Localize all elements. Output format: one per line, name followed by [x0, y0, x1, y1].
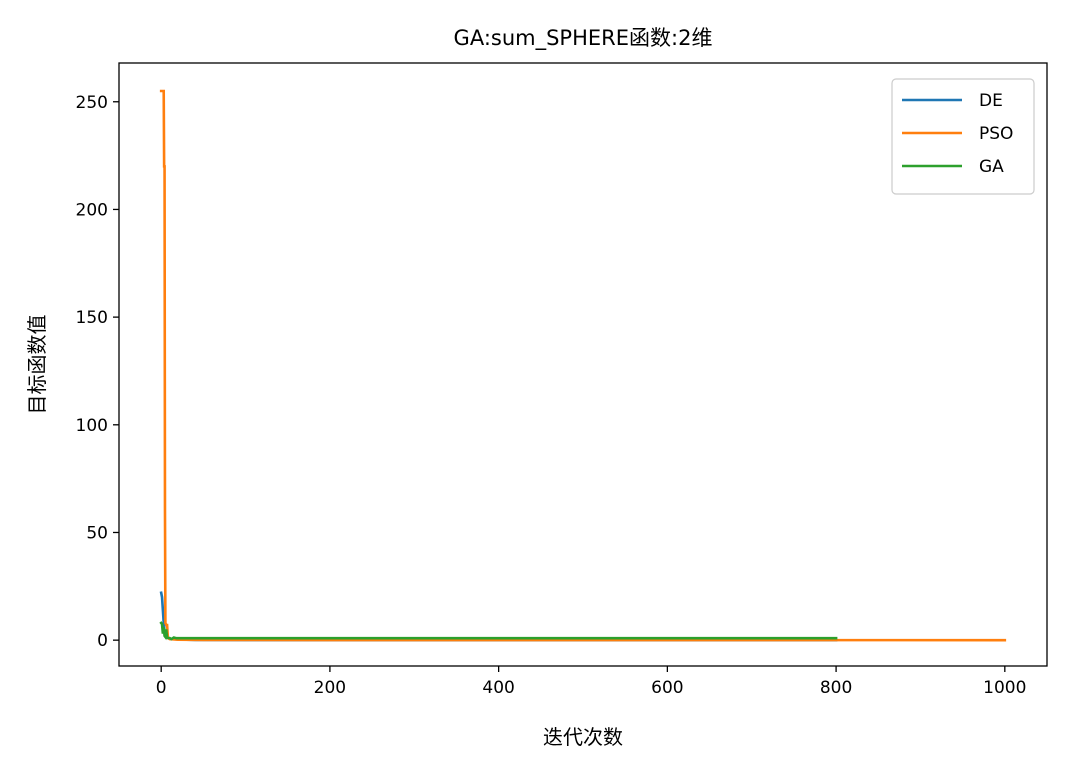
x-tick-label: 200	[314, 678, 346, 698]
x-tick-label: 600	[651, 678, 683, 698]
legend-label-de: DE	[979, 91, 1003, 111]
y-tick-label: 150	[76, 308, 108, 328]
y-tick-label: 250	[76, 93, 108, 113]
legend-label-pso: PSO	[979, 124, 1013, 144]
y-axis-ticks: 0 50 100 150 200 250	[76, 93, 119, 651]
y-tick-label: 0	[97, 631, 108, 651]
series-line-de	[159, 591, 838, 642]
plot-frame	[118, 62, 1048, 667]
legend-label-ga: GA	[979, 157, 1004, 177]
x-tick-label: 400	[482, 678, 514, 698]
y-tick-label: 100	[76, 416, 108, 436]
y-tick-label: 50	[86, 523, 108, 543]
x-tick-label: 0	[156, 678, 167, 698]
plot-lines	[159, 89, 1007, 642]
legend: DE PSO GA	[891, 78, 1035, 195]
series-line-pso	[159, 89, 1007, 642]
y-axis-label: 目标函数值	[25, 315, 49, 415]
x-tick-label: 800	[820, 678, 852, 698]
x-tick-label: 1000	[983, 678, 1026, 698]
x-axis-ticks: 0 200 400 600 800 1000	[156, 666, 1026, 698]
x-axis-label: 迭代次数	[543, 725, 623, 749]
chart-title: GA:sum_SPHERE函数:2维	[454, 26, 713, 51]
series-line-ga	[159, 621, 838, 641]
y-tick-label: 200	[76, 200, 108, 220]
